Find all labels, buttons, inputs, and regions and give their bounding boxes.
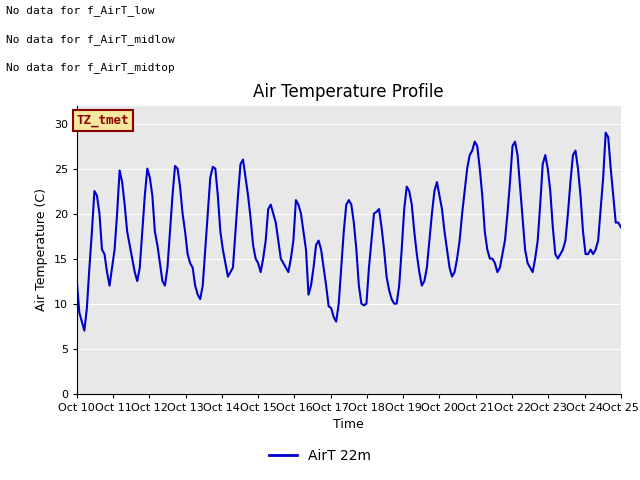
- Legend: AirT 22m: AirT 22m: [264, 443, 376, 468]
- Y-axis label: Air Temperature (C): Air Temperature (C): [35, 188, 48, 311]
- Text: No data for f_AirT_low: No data for f_AirT_low: [6, 5, 155, 16]
- Title: Air Temperature Profile: Air Temperature Profile: [253, 83, 444, 101]
- X-axis label: Time: Time: [333, 418, 364, 431]
- Text: No data for f_AirT_midtop: No data for f_AirT_midtop: [6, 62, 175, 73]
- Text: TZ_tmet: TZ_tmet: [77, 114, 129, 127]
- Text: No data for f_AirT_midlow: No data for f_AirT_midlow: [6, 34, 175, 45]
